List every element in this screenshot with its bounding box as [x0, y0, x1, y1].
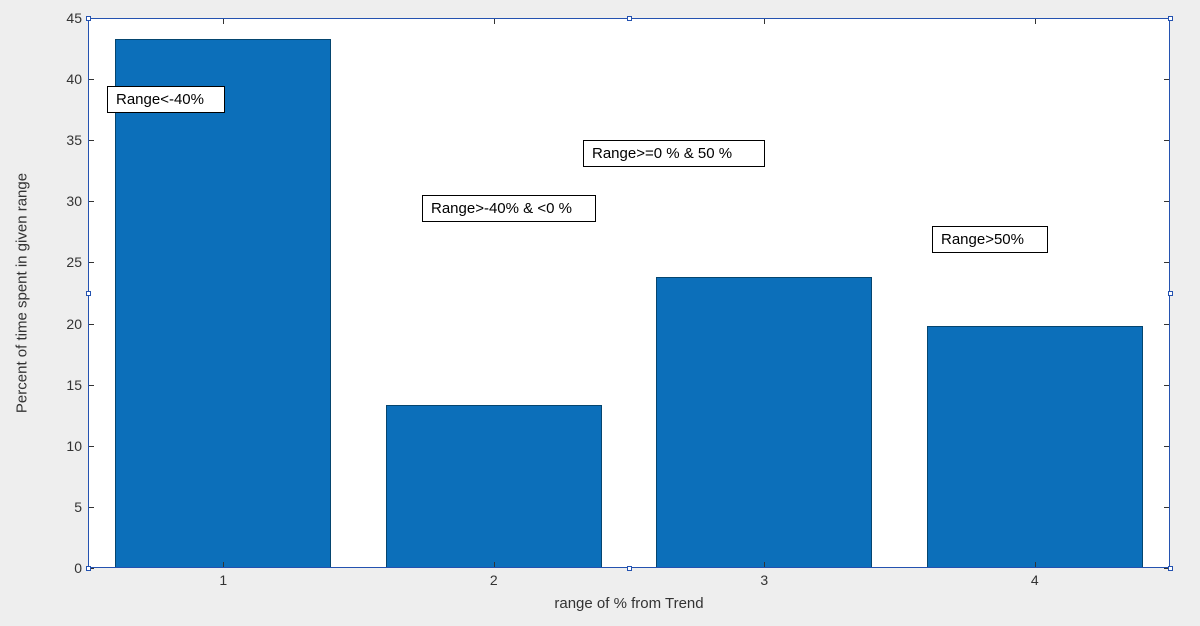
annotation-box[interactable]: Range>50% — [932, 226, 1048, 253]
ytick-label: 45 — [42, 10, 82, 26]
figure-background: 0 5 10 15 20 25 30 35 40 45 1 2 3 4 Percent of time s… — [0, 0, 1200, 626]
bar-3 — [656, 277, 872, 568]
annotation-box[interactable]: Range>-40% & <0 % — [422, 195, 596, 222]
ytick-mark — [88, 385, 94, 386]
xtick-label: 2 — [490, 572, 498, 588]
ytick-mark — [1164, 79, 1170, 80]
ytick-mark — [88, 140, 94, 141]
ytick-label: 30 — [42, 193, 82, 209]
xtick-mark — [1035, 18, 1036, 24]
selection-handle[interactable] — [1168, 16, 1173, 21]
ytick-label: 35 — [42, 132, 82, 148]
annotation-box[interactable]: Range>=0 % & 50 % — [583, 140, 765, 167]
selection-handle[interactable] — [1168, 566, 1173, 571]
ytick-mark — [1164, 262, 1170, 263]
y-axis-label: Percent of time spent in given range — [14, 173, 31, 413]
selection-handle[interactable] — [86, 291, 91, 296]
ytick-label: 0 — [42, 560, 82, 576]
ytick-label: 25 — [42, 254, 82, 270]
xtick-label: 3 — [760, 572, 768, 588]
ytick-mark — [1164, 446, 1170, 447]
ytick-mark — [1164, 324, 1170, 325]
xtick-mark — [223, 18, 224, 24]
ytick-label: 40 — [42, 71, 82, 87]
selection-handle[interactable] — [86, 566, 91, 571]
xtick-mark — [764, 562, 765, 568]
xtick-label: 1 — [219, 572, 227, 588]
bar-2 — [386, 405, 602, 568]
selection-handle[interactable] — [627, 566, 632, 571]
ytick-mark — [1164, 385, 1170, 386]
bar-1 — [115, 39, 331, 568]
xtick-label: 4 — [1031, 572, 1039, 588]
ytick-mark — [88, 507, 94, 508]
xtick-mark — [494, 18, 495, 24]
ytick-label: 15 — [42, 377, 82, 393]
ytick-mark — [88, 262, 94, 263]
ytick-mark — [1164, 507, 1170, 508]
xtick-mark — [1035, 562, 1036, 568]
bar-4 — [927, 326, 1143, 568]
ytick-mark — [1164, 201, 1170, 202]
ytick-mark — [88, 446, 94, 447]
xtick-mark — [223, 562, 224, 568]
plot-area — [88, 18, 1170, 568]
annotation-box[interactable]: Range<-40% — [107, 86, 225, 113]
selection-handle[interactable] — [86, 16, 91, 21]
ytick-mark — [88, 324, 94, 325]
ytick-label: 10 — [42, 438, 82, 454]
selection-handle[interactable] — [627, 16, 632, 21]
selection-handle[interactable] — [1168, 291, 1173, 296]
xtick-mark — [494, 562, 495, 568]
ytick-mark — [88, 201, 94, 202]
ytick-mark — [88, 79, 94, 80]
ytick-label: 5 — [42, 499, 82, 515]
ytick-mark — [1164, 140, 1170, 141]
ytick-label: 20 — [42, 316, 82, 332]
xtick-mark — [764, 18, 765, 24]
x-axis-label: range of % from Trend — [554, 595, 703, 612]
